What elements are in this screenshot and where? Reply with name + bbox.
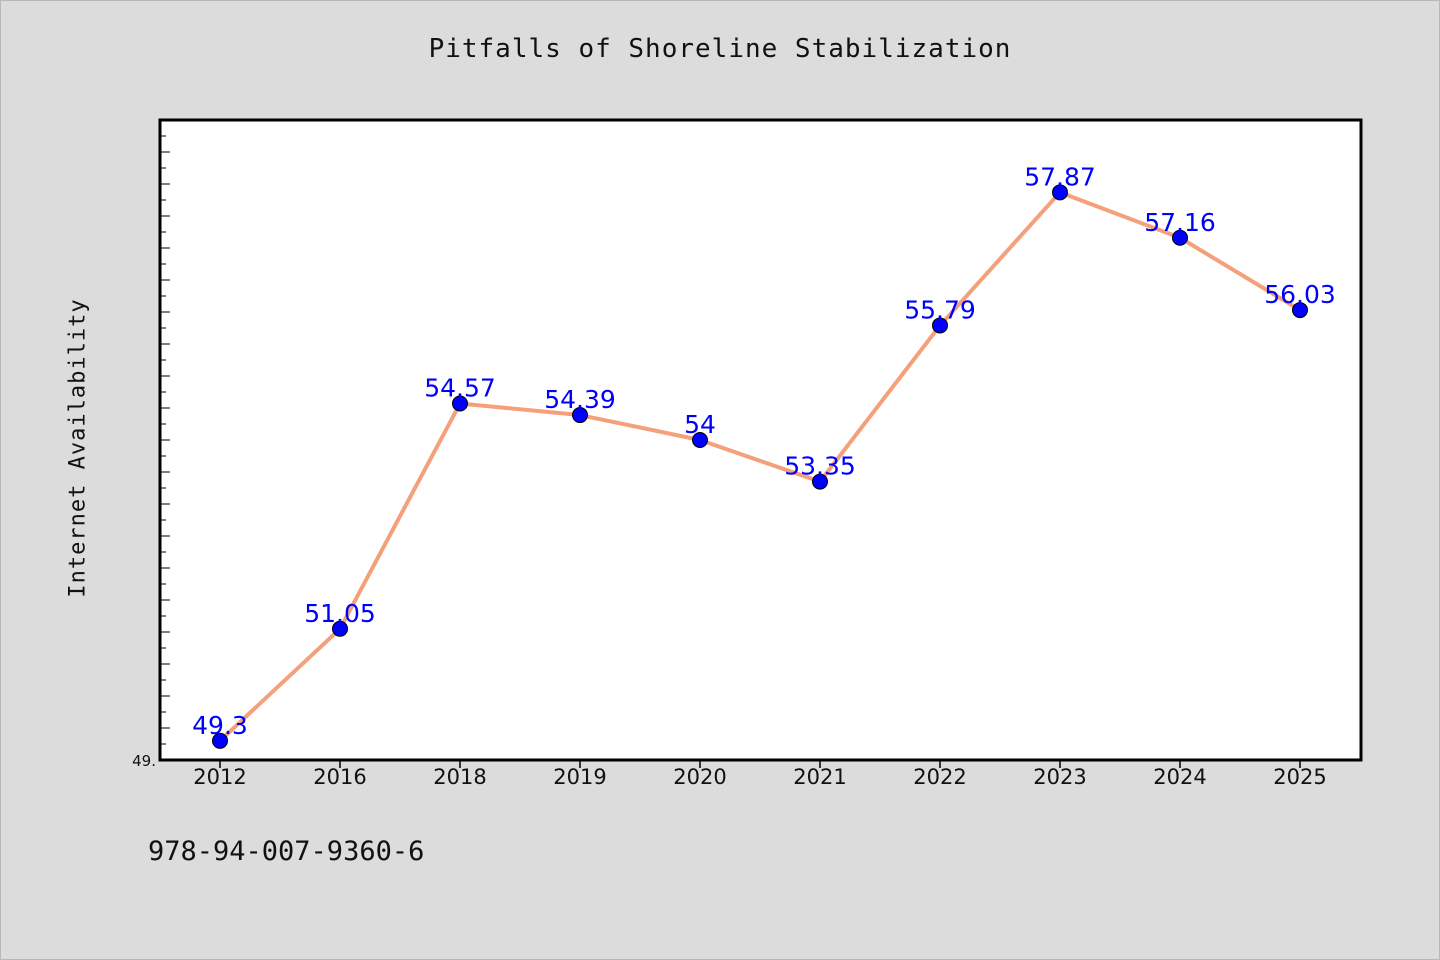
x-tick-label: 2018 <box>433 765 486 789</box>
x-tick-label: 2016 <box>313 765 366 789</box>
x-tick-label: 2021 <box>793 765 846 789</box>
data-point <box>1052 184 1068 201</box>
data-label: 55.79 <box>904 295 976 324</box>
data-label: 54.57 <box>424 374 496 403</box>
x-tick-label: 2025 <box>1273 765 1326 789</box>
data-label: 54.39 <box>544 385 616 414</box>
data-point <box>452 395 468 412</box>
data-label: 53.35 <box>784 452 856 481</box>
series-line <box>218 190 1302 743</box>
x-tick-label: 2019 <box>553 765 606 789</box>
data-label: 57.87 <box>1024 162 1096 191</box>
data-point <box>572 407 588 424</box>
data-label: 57.16 <box>1144 208 1216 237</box>
x-tick-label: 2022 <box>913 765 966 789</box>
data-point <box>692 432 708 448</box>
data-label: 56.03 <box>1264 280 1336 309</box>
isbn-text: 978-94-007-9360-6 <box>148 836 425 867</box>
data-point <box>932 317 948 334</box>
data-point <box>1172 229 1188 246</box>
x-tick-label: 2020 <box>673 765 726 789</box>
y-tick-label: 49. <box>132 752 156 770</box>
x-tick-label: 2024 <box>1153 765 1206 789</box>
chart-title: Pitfalls of Shoreline Stabilization <box>428 34 1012 64</box>
data-point <box>332 620 348 637</box>
data-point <box>212 732 228 749</box>
data-point <box>1292 302 1308 319</box>
data-label: 49.3 <box>192 711 248 740</box>
plot-area <box>158 118 1363 762</box>
x-tick-label: 2023 <box>1033 765 1086 789</box>
data-point <box>812 473 828 490</box>
data-label: 54 <box>684 410 716 439</box>
x-tick-label: 2012 <box>193 765 246 789</box>
data-label: 51.05 <box>304 599 376 628</box>
